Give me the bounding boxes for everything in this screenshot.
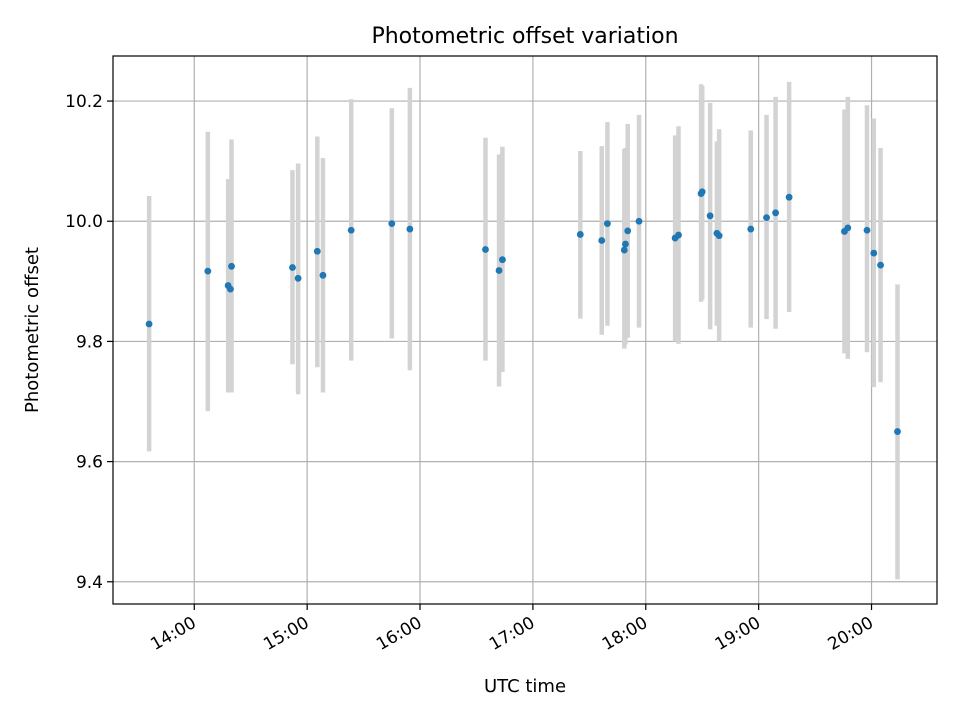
data-point <box>482 246 489 253</box>
data-point <box>499 256 506 264</box>
data-point <box>204 267 212 275</box>
data-points <box>145 188 901 435</box>
data-point <box>620 246 628 254</box>
data-point <box>772 209 779 217</box>
data-point <box>604 220 611 228</box>
data-point <box>145 320 153 328</box>
data-point <box>863 226 871 234</box>
data-point <box>313 247 321 255</box>
y-tick-label: 9.6 <box>76 453 103 473</box>
data-point <box>894 428 901 435</box>
data-point <box>576 231 584 238</box>
data-point <box>319 271 327 279</box>
data-point <box>388 220 396 228</box>
y-tick-label: 9.8 <box>76 332 103 352</box>
data-point <box>698 188 706 196</box>
data-point <box>763 214 770 222</box>
data-point <box>495 267 503 274</box>
data-point <box>406 225 414 233</box>
data-point <box>622 240 629 248</box>
x-axis-label: UTC time <box>484 676 566 697</box>
data-point <box>844 224 852 232</box>
data-point <box>747 225 755 233</box>
data-point <box>675 231 682 239</box>
y-tick-label: 10.2 <box>65 92 103 112</box>
data-point <box>624 227 632 235</box>
data-point <box>870 249 878 257</box>
data-point <box>715 232 723 240</box>
data-point <box>347 226 355 234</box>
y-axis-label: Photometric offset <box>22 247 43 413</box>
chart-title: Photometric offset variation <box>371 24 678 49</box>
plot-frame <box>112 55 938 605</box>
grid <box>113 56 937 604</box>
y-tick-label: 9.4 <box>76 573 103 593</box>
data-point <box>289 264 296 271</box>
data-point <box>226 285 234 293</box>
y-tick-label: 10.0 <box>65 212 103 232</box>
data-point <box>598 237 606 244</box>
data-point <box>706 212 714 220</box>
data-point <box>228 262 235 270</box>
data-point <box>635 217 643 225</box>
data-point <box>785 193 793 201</box>
data-point <box>294 274 302 282</box>
data-point <box>877 261 884 269</box>
